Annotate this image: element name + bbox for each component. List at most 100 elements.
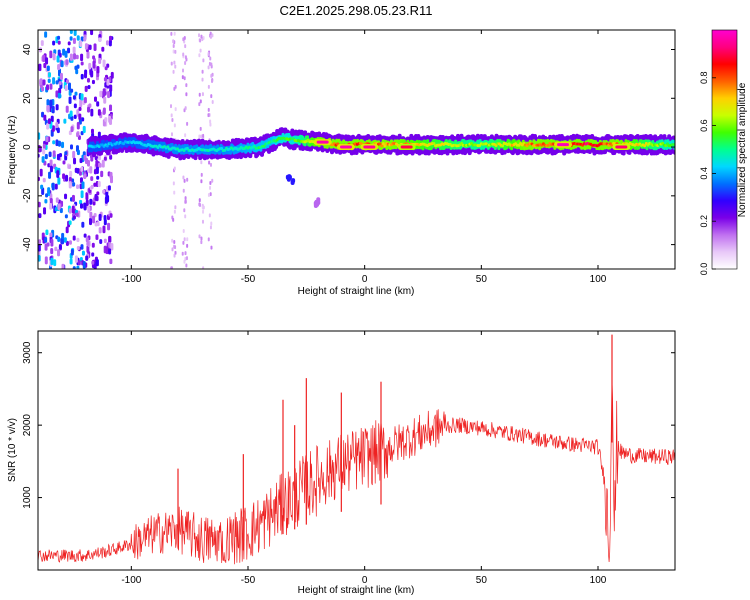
noise-cell [51,105,55,114]
noise-cell [91,242,95,248]
noise-cell [72,215,76,220]
noise-cell [182,175,185,180]
noise-cell [67,41,71,46]
noise-cell [184,214,187,219]
noise-cell [80,53,84,62]
noise-cell [200,160,203,165]
noise-cell [63,237,67,243]
noise-cell [84,85,88,92]
noise-cell [72,150,76,159]
noise-cell [170,266,173,269]
noise-cell [55,122,59,129]
noise-cell [73,53,77,60]
hot-spot [363,145,376,149]
noise-cell [41,111,45,118]
noise-cell [173,60,176,65]
figure-title: C2E1.2025.298.05.23.R11 [280,3,433,18]
noise-cell [202,58,205,63]
noise-cell [181,251,184,256]
noise-cell [94,193,98,201]
snr-series-line [38,379,675,565]
noise-cell [50,257,54,266]
ridge-core [383,144,387,148]
noise-cell [76,184,80,189]
noise-cell [202,209,205,214]
noise-cell [70,115,74,121]
noise-cell [38,132,41,140]
noise-cell [207,237,210,242]
noise-cell [209,162,212,167]
noise-cell [209,192,212,197]
colorbar-tick-label: 0.4 [699,167,709,180]
noise-cell [74,65,78,71]
noise-cell [208,213,211,218]
noise-cell [58,244,62,250]
noise-cell [109,258,113,265]
noise-cell [209,122,212,127]
noise-cell [210,62,213,67]
noise-cell [55,80,59,85]
noise-cell [103,238,107,244]
noise-cell [186,243,189,248]
noise-cell [73,114,77,120]
noise-cell [90,176,94,182]
noise-cell [72,46,76,54]
noise-cell [107,91,111,99]
noise-cell [184,106,187,111]
noise-cell [173,190,176,195]
noise-cell [80,190,84,199]
ridge-core [220,146,224,150]
noise-cell [62,160,66,165]
spectrogram-ytick-label: 20 [22,92,33,104]
noise-cell [40,40,44,47]
noise-cell [86,51,90,58]
ridge-core [643,144,647,148]
noise-cell [96,101,100,107]
noise-cell [87,206,91,214]
noise-cell [182,68,185,73]
noise-cell [200,172,203,177]
noise-cell [68,220,72,226]
noise-cell [97,109,101,116]
noise-cell [44,153,48,160]
snr-xlabel: Height of straight line (km) [298,585,415,596]
noise-cell [84,72,88,79]
noise-cell [88,44,92,50]
spectrogram-frame [37,29,676,270]
secondary-feature [285,174,290,180]
noise-cell [48,171,52,179]
noise-cell [54,206,58,212]
noise-cell [54,183,58,190]
noise-cell [46,99,50,106]
noise-cell [198,134,201,139]
noise-cell [211,99,214,104]
noise-cell [76,237,80,243]
noise-cell [97,180,101,188]
noise-cell [107,185,111,191]
ridge-core [380,144,384,148]
noise-cell [183,208,186,213]
noise-cell [57,63,61,71]
noise-cell [43,114,47,121]
noise-cell [79,99,83,108]
noise-cell [207,84,210,89]
noise-cell [88,62,92,70]
noise-cell [44,256,48,265]
noise-cell [49,99,53,108]
noise-cell [96,175,100,180]
noise-cell [49,50,53,59]
snr-ylabel: SNR (10 * v/v) [7,418,18,482]
spectrogram-xtick-label: 100 [590,274,607,285]
noise-cell [56,170,60,179]
noise-cell [72,266,76,269]
noise-cell [44,199,48,204]
noise-cell [49,203,53,210]
noise-cell [173,239,176,244]
noise-cell [51,125,55,132]
noise-cell [181,75,184,80]
noise-cell [55,139,59,147]
noise-cell [97,131,101,140]
noise-cell [57,140,61,147]
noise-cell [184,196,187,201]
noise-cell [65,105,69,113]
